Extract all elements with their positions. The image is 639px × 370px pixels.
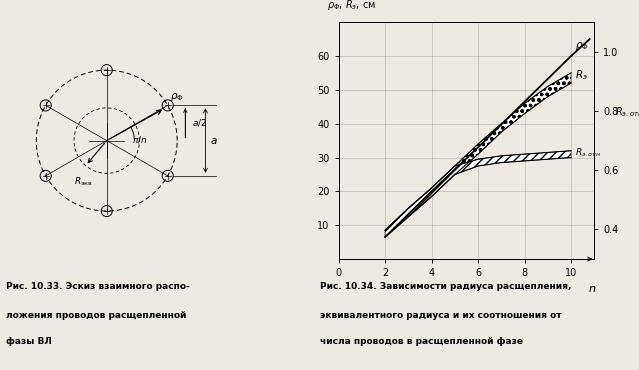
Text: фазы ВЛ: фазы ВЛ bbox=[6, 337, 52, 346]
Text: $R_{э.отн}$: $R_{э.отн}$ bbox=[574, 146, 601, 159]
Text: $a/2$: $a/2$ bbox=[192, 118, 206, 128]
Text: $R_{э.отн}$: $R_{э.отн}$ bbox=[615, 105, 639, 119]
Text: Рис. 10.33. Эскиз взаимного распо-: Рис. 10.33. Эскиз взаимного распо- bbox=[6, 282, 190, 290]
Text: $\rho_\Phi$: $\rho_\Phi$ bbox=[170, 91, 184, 103]
Text: $R_э$: $R_э$ bbox=[574, 68, 587, 81]
Text: эквивалентного радиуса и их соотношения от: эквивалентного радиуса и их соотношения … bbox=[320, 311, 561, 320]
Text: $\rho_\Phi$, $R_э$, см: $\rho_\Phi$, $R_э$, см bbox=[327, 0, 376, 12]
Text: ложения проводов расщепленной: ложения проводов расщепленной bbox=[6, 311, 187, 320]
Text: $a$: $a$ bbox=[210, 135, 218, 146]
Text: числа проводов в расщепленной фазе: числа проводов в расщепленной фазе bbox=[320, 337, 523, 346]
Text: $\pi/n$: $\pi/n$ bbox=[132, 134, 148, 145]
Text: $\rho_\Phi$: $\rho_\Phi$ bbox=[574, 40, 589, 52]
Text: $R_{\rm экв}$: $R_{\rm экв}$ bbox=[73, 176, 93, 188]
Text: $n$: $n$ bbox=[588, 285, 596, 295]
Text: Рис. 10.34. Зависимости радиуса расщепления,: Рис. 10.34. Зависимости радиуса расщепле… bbox=[320, 282, 571, 290]
